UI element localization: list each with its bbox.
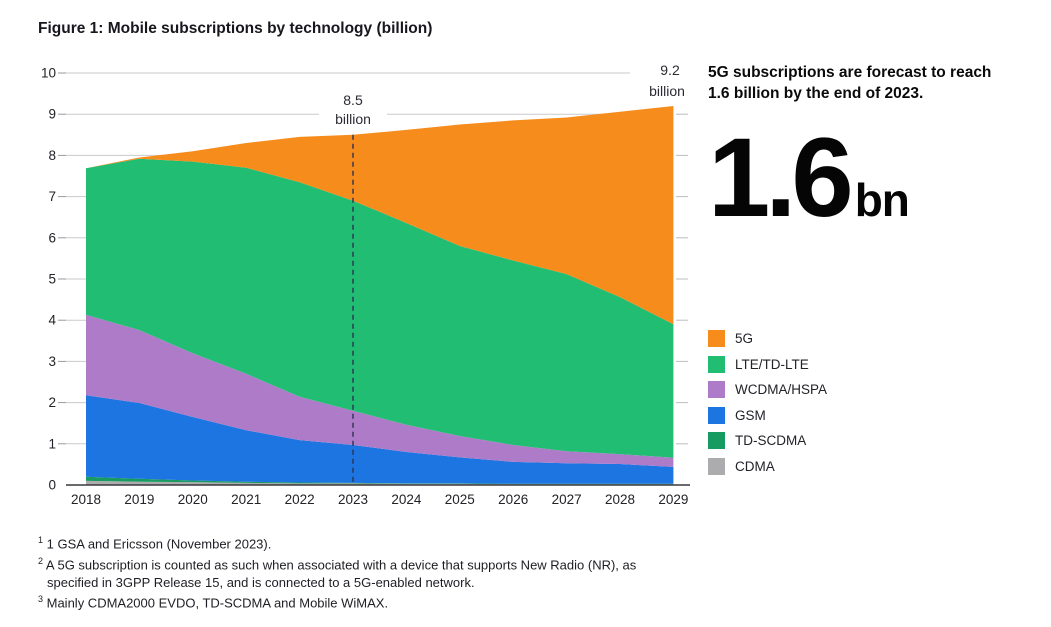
footnote-marker: 2 — [38, 555, 44, 566]
annotation-2029-value: 9.2 — [660, 62, 680, 78]
x-tick-label: 2018 — [71, 492, 101, 507]
y-tick-label: 4 — [48, 313, 56, 328]
legend-label: LTE/TD-LTE — [735, 356, 809, 372]
y-tick-label: 1 — [48, 436, 56, 451]
x-tick-label: 2020 — [178, 492, 208, 507]
x-tick-label: 2028 — [605, 492, 635, 507]
footnote-marker: 3 — [38, 594, 44, 605]
legend-item-gsm: GSM — [708, 406, 1038, 424]
figure-title: Figure 1: Mobile subscriptions by techno… — [38, 20, 433, 37]
y-tick-label: 2 — [48, 395, 56, 410]
legend-swatch-icon — [708, 355, 725, 373]
x-tick-label: 2027 — [552, 492, 582, 507]
callout-headline: 5G subscriptions are forecast to reach 1… — [708, 62, 1038, 104]
x-tick-label: 2021 — [231, 492, 261, 507]
legend: 5G LTE/TD-LTE WCDMA/HSPA GSM TD-SCDMA CDMA — [708, 330, 1038, 483]
legend-item-5g: 5G — [708, 330, 1038, 347]
footnotes: 1 1 GSA and Ericsson (November 2023). 2 A… — [38, 532, 686, 612]
y-tick-label: 6 — [48, 230, 56, 245]
big-number-unit: bn — [854, 174, 910, 226]
legend-swatch-icon — [708, 457, 725, 475]
annotation-2029-unit: billion — [649, 83, 685, 99]
legend-item-td-scdma: TD-SCDMA — [708, 432, 1038, 449]
area-lte-td-lte — [86, 158, 674, 458]
x-tick-label: 2022 — [285, 492, 315, 507]
x-tick-label: 2019 — [124, 492, 154, 507]
legend-swatch-icon — [708, 406, 725, 424]
y-tick-label: 0 — [48, 478, 56, 493]
legend-item-lte-td-lte: LTE/TD-LTE — [708, 355, 1038, 373]
big-number-value: 1.6 — [708, 115, 854, 240]
callout-headline-line2: 1.6 billion by the end of 2023. — [708, 85, 924, 102]
legend-label: 5G — [735, 331, 754, 346]
area-5g — [86, 106, 674, 325]
legend-swatch-icon — [708, 432, 725, 449]
y-tick-label: 5 — [48, 272, 56, 287]
chart-area: 0 1 2 3 4 5 6 7 8 9 10 2018 2019 2020 2021 2022 2023 2024… — [30, 55, 700, 515]
y-tick-label: 3 — [48, 354, 56, 369]
y-tick-label: 9 — [48, 107, 56, 122]
legend-item-wcdma-hspa: WCDMA/HSPA — [708, 381, 1038, 398]
x-tick-label: 2025 — [445, 492, 475, 507]
legend-swatch-icon — [708, 381, 725, 398]
footnote-3: 3 Mainly CDMA2000 EVDO, TD-SCDMA and Mob… — [38, 591, 686, 612]
footnote-1: 1 1 GSA and Ericsson (November 2023). — [38, 532, 686, 553]
y-tick-label: 8 — [48, 148, 56, 163]
legend-label: WCDMA/HSPA — [735, 382, 828, 397]
footnote-text: Mainly CDMA2000 EVDO, TD-SCDMA and Mobil… — [43, 595, 389, 611]
footnote-text: A 5G subscription is counted as such whe… — [43, 557, 637, 590]
annotation-2023-value: 8.5 — [343, 92, 363, 108]
y-tick-label: 10 — [41, 66, 56, 81]
annotation-2023-unit: billion — [335, 111, 371, 127]
legend-label: TD-SCDMA — [735, 433, 807, 448]
area-cdma — [86, 480, 674, 485]
area-wcdma-hspa — [86, 314, 674, 467]
x-tick-label: 2026 — [498, 492, 528, 507]
footnote-text: 1 GSA and Ericsson (November 2023). — [43, 536, 272, 552]
y-tick-label: 7 — [48, 189, 56, 204]
callout-headline-line1: 5G subscriptions are forecast to reach — [708, 64, 992, 81]
footnote-marker: 1 — [38, 535, 44, 545]
x-tick-label: 2023 — [338, 492, 368, 507]
legend-swatch-icon — [708, 330, 725, 347]
footnote-2: 2 A 5G subscription is counted as such w… — [38, 553, 686, 591]
area-gsm — [86, 395, 674, 484]
legend-label: CDMA — [735, 458, 775, 474]
legend-label: GSM — [735, 407, 766, 423]
callout-panel: 5G subscriptions are forecast to reach 1… — [708, 62, 1038, 475]
x-tick-label: 2024 — [391, 492, 422, 507]
stacked-area-chart: 0 1 2 3 4 5 6 7 8 9 10 2018 2019 2020 2021 2022 2023 2024… — [41, 59, 696, 507]
x-tick-label: 2029 — [658, 492, 688, 507]
area-td-scdma — [86, 476, 674, 485]
legend-item-cdma: CDMA — [708, 457, 1038, 475]
big-number: 1.6 bn — [708, 122, 1038, 234]
